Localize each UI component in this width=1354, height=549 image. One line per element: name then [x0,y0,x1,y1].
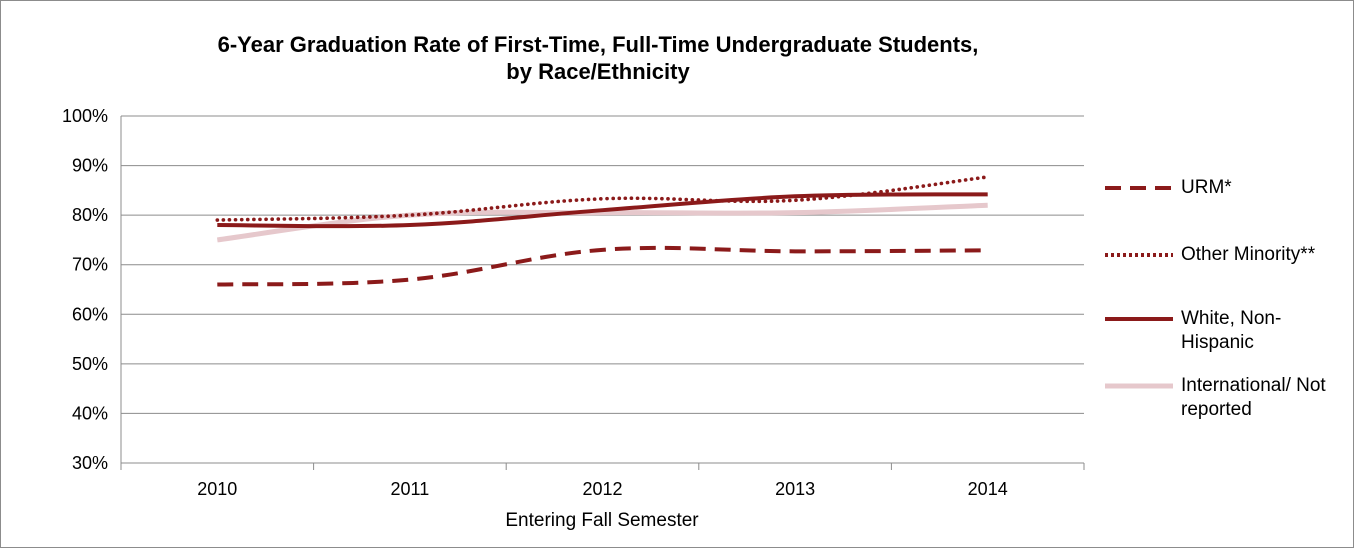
y-tick-label-40pct: 40% [72,403,108,423]
y-tick-label-100pct: 100% [62,106,108,126]
legend-swatch-urm [1105,186,1173,190]
y-tick-label-70pct: 70% [72,255,108,275]
y-tick-label-60pct: 60% [72,304,108,324]
legend-label-other-minority: Other Minority** [1181,244,1316,265]
x-tick-label-2014: 2014 [968,479,1008,499]
y-tick-label-80pct: 80% [72,205,108,225]
legend-swatch-international [1105,383,1173,389]
x-tick-label-2012: 2012 [582,479,622,499]
legend-label-international: International/ Not reported [1181,375,1326,420]
legend-label-white-non-hispanic: White, Non-Hispanic [1181,308,1282,353]
chart-title-line-1: 6-Year Graduation Rate of First-Time, Fu… [217,32,979,57]
series-line-international-not-reported [216,202,988,243]
y-tick-label-50pct: 50% [72,354,108,374]
x-tick-label-2013: 2013 [775,479,815,499]
chart-title-line-2: by Race/Ethnicity [506,59,690,84]
series-line-other-minority [215,175,990,222]
series-line-urm [217,245,988,287]
x-tick-label-2010: 2010 [197,479,237,499]
y-tick-label-90pct: 90% [72,156,108,176]
chart-title: 6-Year Graduation Rate of First-Time, Fu… [1,31,1195,85]
y-tick-label-30pct: 30% [72,453,108,473]
x-tick-label-2011: 2011 [391,479,430,499]
legend-swatch-other-minority [1105,253,1173,257]
legend-label-urm: URM* [1181,177,1232,198]
x-axis-label: Entering Fall Semester [505,510,699,531]
legend-swatch-white-non-hispanic [1105,317,1173,321]
